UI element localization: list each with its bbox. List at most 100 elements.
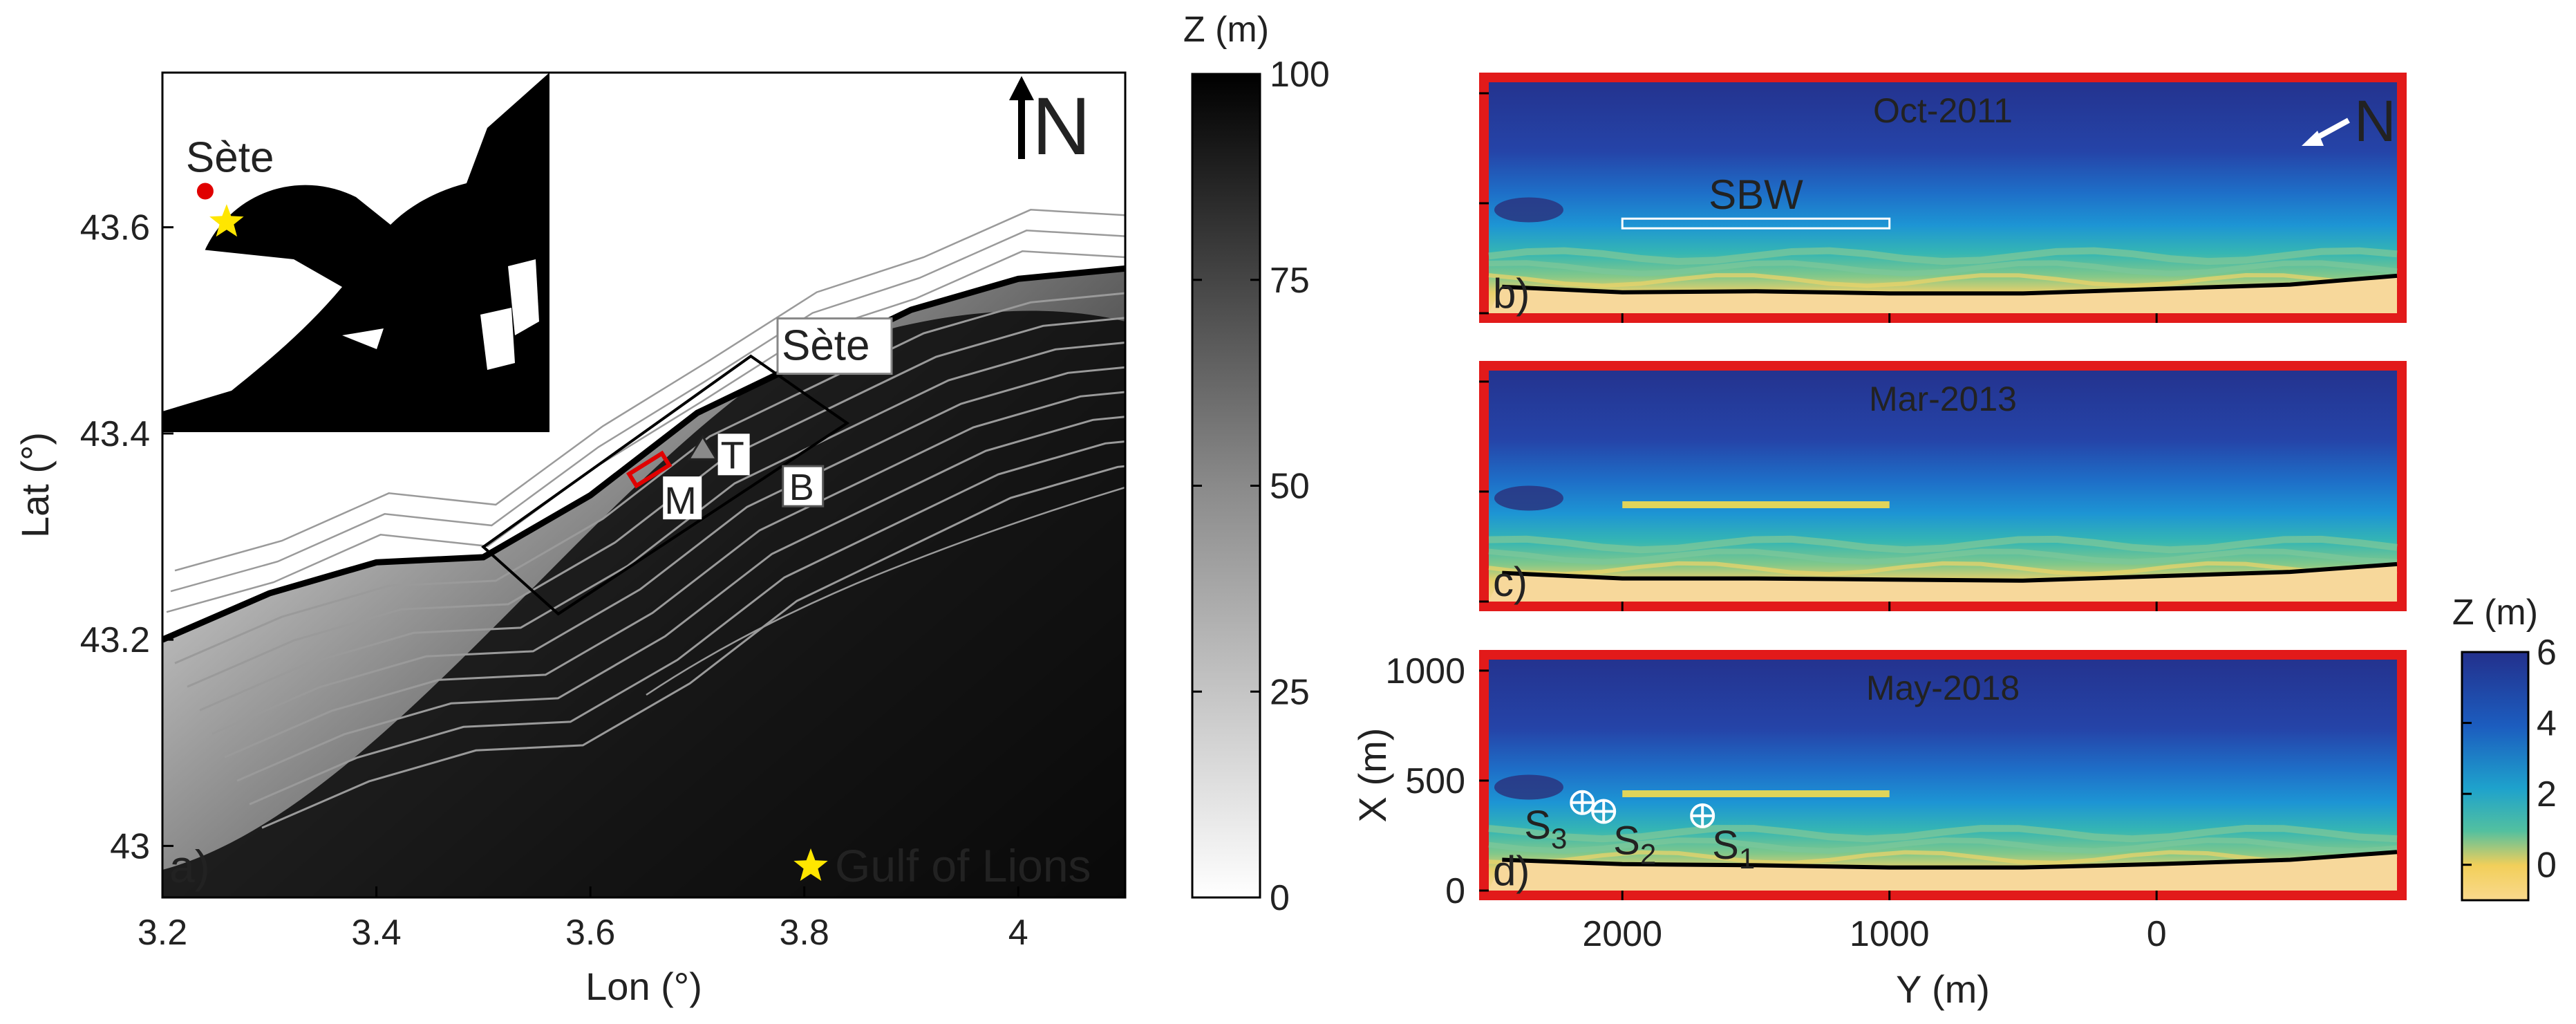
shoreline [1502, 273, 2398, 296]
isobath-contour [174, 292, 1125, 664]
isobath-contour [199, 342, 1125, 711]
colorbar-gray [1191, 73, 1261, 899]
y-tick-label-a: 43 [110, 826, 150, 866]
colorbar-title-a: Z (m) [1183, 10, 1269, 50]
legend-star-icon [793, 848, 828, 881]
lagoon-contour [170, 230, 1125, 593]
label-t-box [717, 434, 750, 476]
study-area-box [481, 354, 850, 616]
x-tick-label: 1000 [1850, 914, 1930, 954]
x-tick-label: 0 [2147, 914, 2167, 954]
sandbar-band [1488, 824, 2398, 843]
isobath-contour [249, 440, 1125, 806]
y-tick-label: 500 [1405, 761, 1465, 801]
north-arrow-icon [1009, 76, 1034, 100]
sete-label-box [776, 317, 893, 375]
panel-title: May-2018 [1866, 669, 2020, 707]
colorbar-tick-label-d: 0 [2537, 846, 2557, 886]
colorbar-tick-label-a: 50 [1270, 467, 1310, 507]
inset-baleares [342, 328, 384, 349]
sandbar-band [1488, 535, 2398, 554]
colorbar-tick-label-d: 2 [2537, 774, 2557, 814]
panel-label: b) [1493, 270, 1530, 317]
panel-label-a: a) [169, 841, 210, 892]
x-axis-label: Y (m) [1896, 967, 1990, 1011]
deep-contour [646, 486, 1125, 696]
panel-c: Mar-2013 c) [1479, 361, 2407, 611]
inset-corsica [508, 259, 539, 335]
sandbar-band [1488, 561, 2398, 577]
beach-area [1489, 852, 2397, 891]
lagoon-contour [174, 209, 1125, 572]
label-b: B [789, 467, 814, 508]
shoreline [1502, 850, 2398, 870]
sandbar-band [1488, 548, 2398, 565]
y-tick-label: 1000 [1385, 651, 1465, 691]
label-m: M [664, 478, 697, 522]
colorbar-title-d: Z (m) [2452, 593, 2538, 633]
legend-gulf-label: Gulf of Lions [835, 840, 1091, 891]
x-tick-label-a: 3.2 [138, 913, 187, 953]
y-tick-label-a: 43.4 [80, 414, 150, 454]
isobath-contour [211, 366, 1125, 735]
inset-sardinia [480, 308, 515, 370]
inset-land-france [162, 73, 549, 252]
north-label-b: N [2354, 89, 2396, 153]
panel-title: Mar-2013 [1869, 380, 2017, 418]
offshore-patch [1494, 485, 1563, 511]
inset-sete-label: Sète [186, 133, 274, 181]
y-axis-label-a: Lat (°) [13, 432, 57, 538]
inset-sete-dot [196, 183, 214, 200]
isobath-contour [224, 391, 1125, 758]
label-t: T [721, 433, 744, 476]
y-tick-label-a: 43.2 [80, 620, 150, 660]
colorbar-tick-label-a: 100 [1270, 55, 1330, 95]
isobath-contour [236, 416, 1125, 782]
y-tick-label: 0 [1445, 871, 1465, 911]
colorbar-tick-label-a: 25 [1270, 672, 1310, 712]
y-axis-label: X (m) [1351, 728, 1394, 823]
deep-water [162, 310, 1125, 897]
isobath-contour [261, 465, 1125, 829]
beach-area [1489, 564, 2397, 602]
x-tick-label-a: 3.8 [780, 913, 829, 953]
sensor-label-s2-subscript: 2 [1640, 837, 1656, 870]
sete-label: Sète [782, 322, 870, 370]
x-tick-label-a: 3.4 [351, 913, 401, 953]
sensor-label-s1-subscript: 1 [1739, 842, 1755, 875]
shoreline [1502, 561, 2398, 583]
panel-label: c) [1493, 559, 1527, 605]
north-label-a: N [1032, 81, 1091, 172]
gulf-of-lions-star [209, 204, 244, 237]
colorbar-tick-label-a: 75 [1270, 261, 1310, 301]
tide-gauge-marker [686, 434, 719, 460]
colorbar-tick-label-d: 6 [2537, 633, 2557, 673]
panel-title: Oct-2011 [1873, 91, 2013, 130]
sandbar-band [1488, 850, 2398, 866]
colorbar-tick-label-a: 0 [1270, 878, 1290, 918]
offshore-patch [1494, 774, 1563, 800]
north-arrow-icon-b [2302, 131, 2324, 146]
coastline [162, 265, 1125, 643]
sandbar-band [1488, 837, 2398, 854]
y-tick-label-a: 43.6 [80, 208, 150, 248]
label-m-box [663, 476, 702, 520]
colorbar-parula [2461, 651, 2530, 902]
x-tick-label-a: 4 [1008, 913, 1028, 953]
panel-b: SBW N Oct-2011 b) [1479, 73, 2407, 323]
inset-land-spain [162, 245, 342, 411]
offshore-patch [1494, 197, 1563, 223]
panel-label: d) [1493, 848, 1530, 894]
sbw-label: SBW [1709, 171, 1803, 218]
x-tick-label: 2000 [1582, 914, 1662, 954]
colorbar-tick-label-d: 4 [2537, 704, 2557, 744]
sandbar-band [1488, 260, 2398, 277]
lagoon-contour [166, 250, 1125, 613]
sandbar-band [1488, 247, 2398, 266]
sensor-label-s3-subscript: 3 [1551, 822, 1567, 855]
x-axis-label-a: Lon (°) [585, 965, 702, 1008]
axes-frame-a [161, 71, 1127, 899]
sbw-outline [1621, 217, 1891, 230]
